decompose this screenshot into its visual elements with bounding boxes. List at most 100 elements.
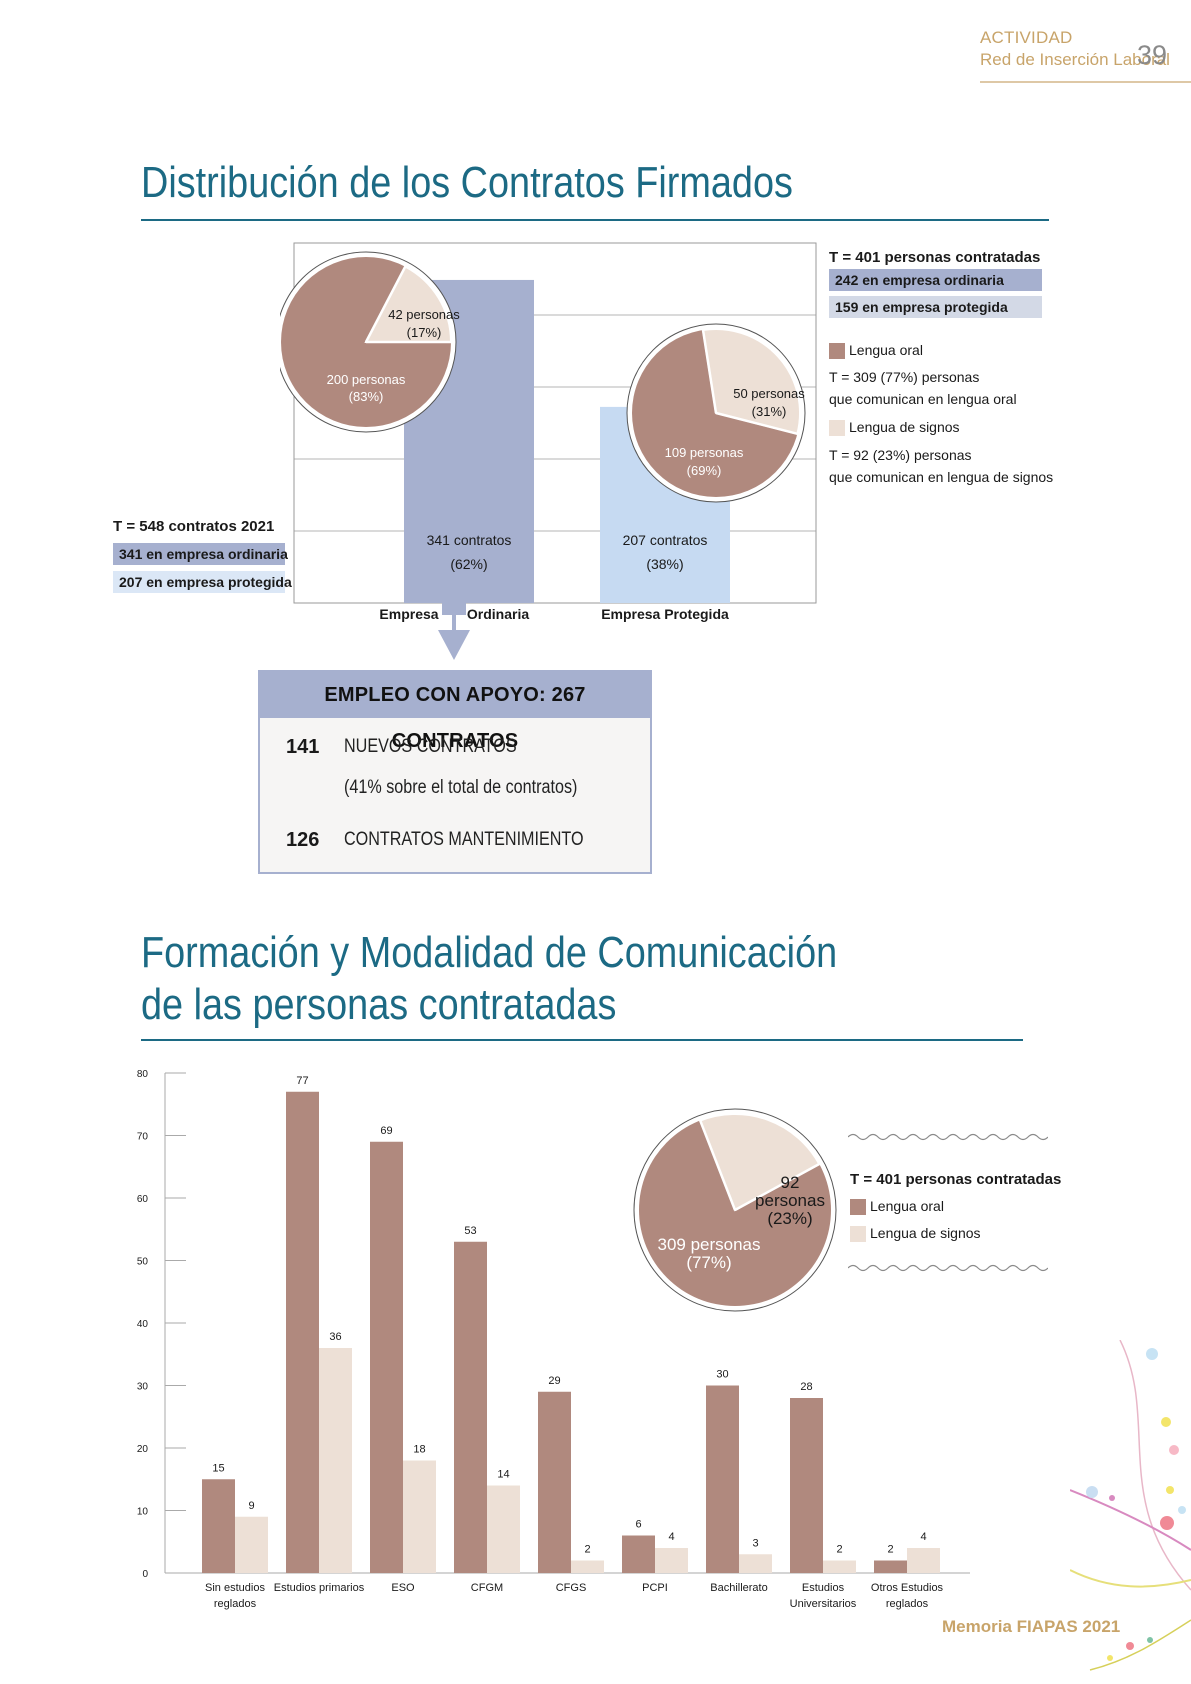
oral-swatch — [829, 343, 845, 360]
supported-employment-box: EMPLEO CON APOYO: 267 CONTRATOS 141 NUEV… — [258, 670, 652, 874]
new-contracts-label: NUEVOS CONTRATOS — [344, 736, 517, 757]
pie3-legend-oral: Lengua oral — [850, 1198, 944, 1216]
bar-oral — [790, 1398, 823, 1573]
contracts-labels: 341 contratos (62%) 207 contratos (38%) Empr… — [379, 532, 729, 622]
education-categories: Sin estudios reglados Estudios primarios ES… — [205, 1582, 944, 1610]
y-tick-label: 80 — [137, 1069, 149, 1080]
bar-value-label: 53 — [464, 1225, 476, 1237]
bar-oral — [874, 1560, 907, 1573]
header-divider — [980, 81, 1191, 83]
contracts-ordinary-badge: 341 en empresa ordinaria — [113, 543, 288, 565]
category-label: reglados — [214, 1598, 257, 1610]
bar-signs — [823, 1560, 856, 1573]
wavy-divider-bottom — [848, 1264, 1048, 1272]
bar-oral — [370, 1141, 403, 1573]
category-label: Bachillerato — [710, 1582, 767, 1594]
bar-value-label: 4 — [920, 1531, 926, 1543]
bar-value-label: 6 — [635, 1519, 641, 1531]
pie-protected: 50 personas (31%) 109 personas (69%) — [626, 323, 806, 503]
category-label: Estudios — [802, 1582, 845, 1594]
people-ordinary-badge: 242 en empresa ordinaria — [829, 269, 1042, 291]
category-label: Estudios primarios — [274, 1582, 365, 1594]
pie-protected-major-label: 109 personas — [665, 445, 744, 460]
pie-communication-separator-b — [699, 1120, 737, 1211]
pie-ordinary-minor-pct: (17%) — [407, 325, 442, 340]
bar-pct-label-ordinary: (62%) — [450, 556, 487, 572]
y-tick-label: 0 — [142, 1569, 148, 1580]
y-tick-label: 30 — [137, 1382, 149, 1393]
pie3-minor-value: 92 — [781, 1173, 800, 1192]
bar-oral — [622, 1535, 655, 1573]
pie3-major-label: 309 personas — [657, 1235, 760, 1254]
bar-signs — [403, 1460, 436, 1573]
bar-signs — [319, 1348, 352, 1573]
bar-oral — [286, 1091, 319, 1573]
section2-rule — [141, 1039, 1023, 1041]
category-label: ESO — [391, 1582, 415, 1594]
pie-ordinary-separator-b — [364, 266, 407, 343]
signs-total-line: T = 92 (23%) personas — [829, 447, 972, 463]
arrow-shape — [438, 603, 470, 660]
bar-signs — [655, 1548, 688, 1573]
legend-signs-label: Lengua de signos — [849, 419, 960, 435]
legend-oral-label: Lengua oral — [849, 342, 923, 358]
new-contracts-note: (41% sobre el total de contratos) — [344, 777, 578, 798]
header-section: ACTIVIDAD — [980, 28, 1073, 47]
bar-value-label: 29 — [548, 1375, 560, 1387]
bar-value-label: 30 — [716, 1369, 728, 1381]
category-label: Sin estudios — [205, 1582, 265, 1594]
down-arrow-icon — [438, 603, 470, 660]
pie-protected-separator-b — [701, 329, 718, 414]
pie3-total-label: T = 401 personas contratadas — [850, 1171, 1062, 1188]
contracts-protected-badge: 207 en empresa protegida — [113, 571, 292, 593]
wavy-divider-top — [848, 1133, 1048, 1141]
maintenance-contracts-count: 126 — [286, 829, 320, 851]
pie-communication-slice-minor — [698, 1113, 821, 1212]
category-label: CFGS — [556, 1582, 587, 1594]
bar-value-label: 77 — [296, 1075, 308, 1087]
pie-protected-minor-label: 50 personas — [733, 386, 805, 401]
bar-oral — [202, 1479, 235, 1573]
bar-oral — [706, 1385, 739, 1573]
category-label: Otros Estudios — [871, 1582, 944, 1594]
legend-signs: Lengua de signos — [829, 419, 960, 437]
bar-pct-label-protected: (38%) — [646, 556, 683, 572]
bar-value-label: 2 — [887, 1544, 893, 1556]
bar-value-label-ordinary: 341 contratos — [427, 532, 512, 548]
pie-ordinary-major-pct: (83%) — [349, 389, 384, 404]
y-tick-label: 50 — [137, 1257, 149, 1268]
bar-signs — [571, 1560, 604, 1573]
pie-protected-separator-a — [715, 411, 798, 435]
bar-value-label: 15 — [212, 1462, 224, 1474]
category-label-protected: Empresa Protegida — [601, 606, 729, 622]
oral-desc-line: que comunican en lengua oral — [829, 391, 1017, 407]
section2-title-line2: de las personas contratadas — [141, 980, 617, 1029]
pie-ordinary-major-label: 200 personas — [327, 372, 406, 387]
bar-value-label: 28 — [800, 1381, 812, 1393]
section1-rule — [141, 219, 1049, 221]
category-label-ordinary-b: Ordinaria — [467, 606, 529, 622]
bar-value-label: 18 — [413, 1444, 425, 1456]
pie-ordinary-slice-minor — [364, 265, 453, 343]
bar-oral — [538, 1391, 571, 1573]
bar-value-label: 9 — [248, 1500, 254, 1512]
category-label: CFGM — [471, 1582, 503, 1594]
bar-signs — [487, 1485, 520, 1573]
category-label-ordinary-a: Empresa — [379, 606, 438, 622]
people-protected-badge: 159 en empresa protegida — [829, 296, 1042, 318]
pie-protected-minor-pct: (31%) — [752, 404, 787, 419]
signs-desc-line: que comunican en lengua de signos — [829, 469, 1054, 485]
pie-protected-major-pct: (69%) — [687, 463, 722, 478]
bar-signs — [907, 1548, 940, 1573]
signs-swatch — [829, 420, 845, 437]
category-label: Universitarios — [790, 1598, 857, 1610]
y-tick-label: 70 — [137, 1132, 149, 1143]
section2-title-line1: Formación y Modalidad de Comunicación — [141, 928, 838, 977]
pie3-minor-unit: personas — [755, 1191, 825, 1210]
bar-value-label: 36 — [329, 1331, 341, 1343]
signs-swatch — [850, 1226, 866, 1243]
y-tick-label: 20 — [137, 1444, 149, 1455]
bar-value-label: 4 — [668, 1531, 674, 1543]
